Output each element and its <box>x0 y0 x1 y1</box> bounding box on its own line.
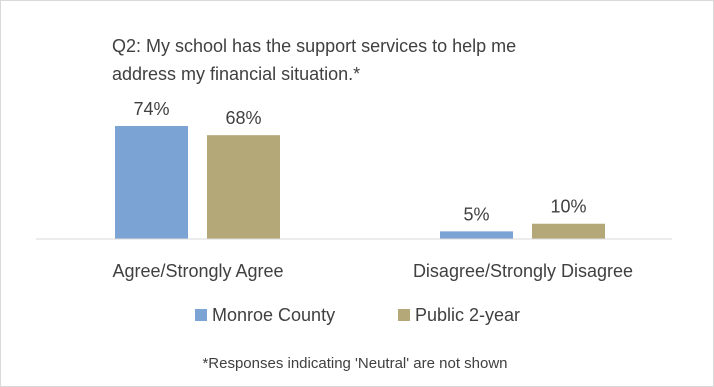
data-label-monroe-county-agree-strongly-agree: 74% <box>133 99 169 119</box>
x-tick-label-agree: Agree/Strongly Agree <box>112 261 283 281</box>
bar-public-2-year-agree-strongly-agree <box>207 135 280 239</box>
chart-title-line-1: Q2: My school has the support services t… <box>112 36 516 56</box>
bar-monroe-county-agree-strongly-agree <box>115 126 188 239</box>
data-label-public-2-year-agree-strongly-agree: 68% <box>225 108 261 128</box>
legend-swatch-public-2-year <box>398 309 410 321</box>
legend-swatch-monroe-county <box>195 309 207 321</box>
data-label-public-2-year-disagree-strongly-disagree: 10% <box>550 197 586 217</box>
bar-monroe-county-disagree-strongly-disagree <box>440 231 513 239</box>
bars-group <box>115 126 605 239</box>
footnote: *Responses indicating 'Neutral' are not … <box>202 355 507 372</box>
bar-public-2-year-disagree-strongly-disagree <box>532 223 605 239</box>
legend-label-monroe-county: Monroe County <box>212 305 335 325</box>
data-label-monroe-county-disagree-strongly-disagree: 5% <box>463 204 489 224</box>
data-labels-group: 74% 68% 5% 10% <box>133 99 586 224</box>
x-tick-label-disagree: Disagree/Strongly Disagree <box>413 261 633 281</box>
chart-title-line-2: address my financial situation.* <box>112 64 360 84</box>
legend-label-public-2-year: Public 2-year <box>415 305 520 325</box>
